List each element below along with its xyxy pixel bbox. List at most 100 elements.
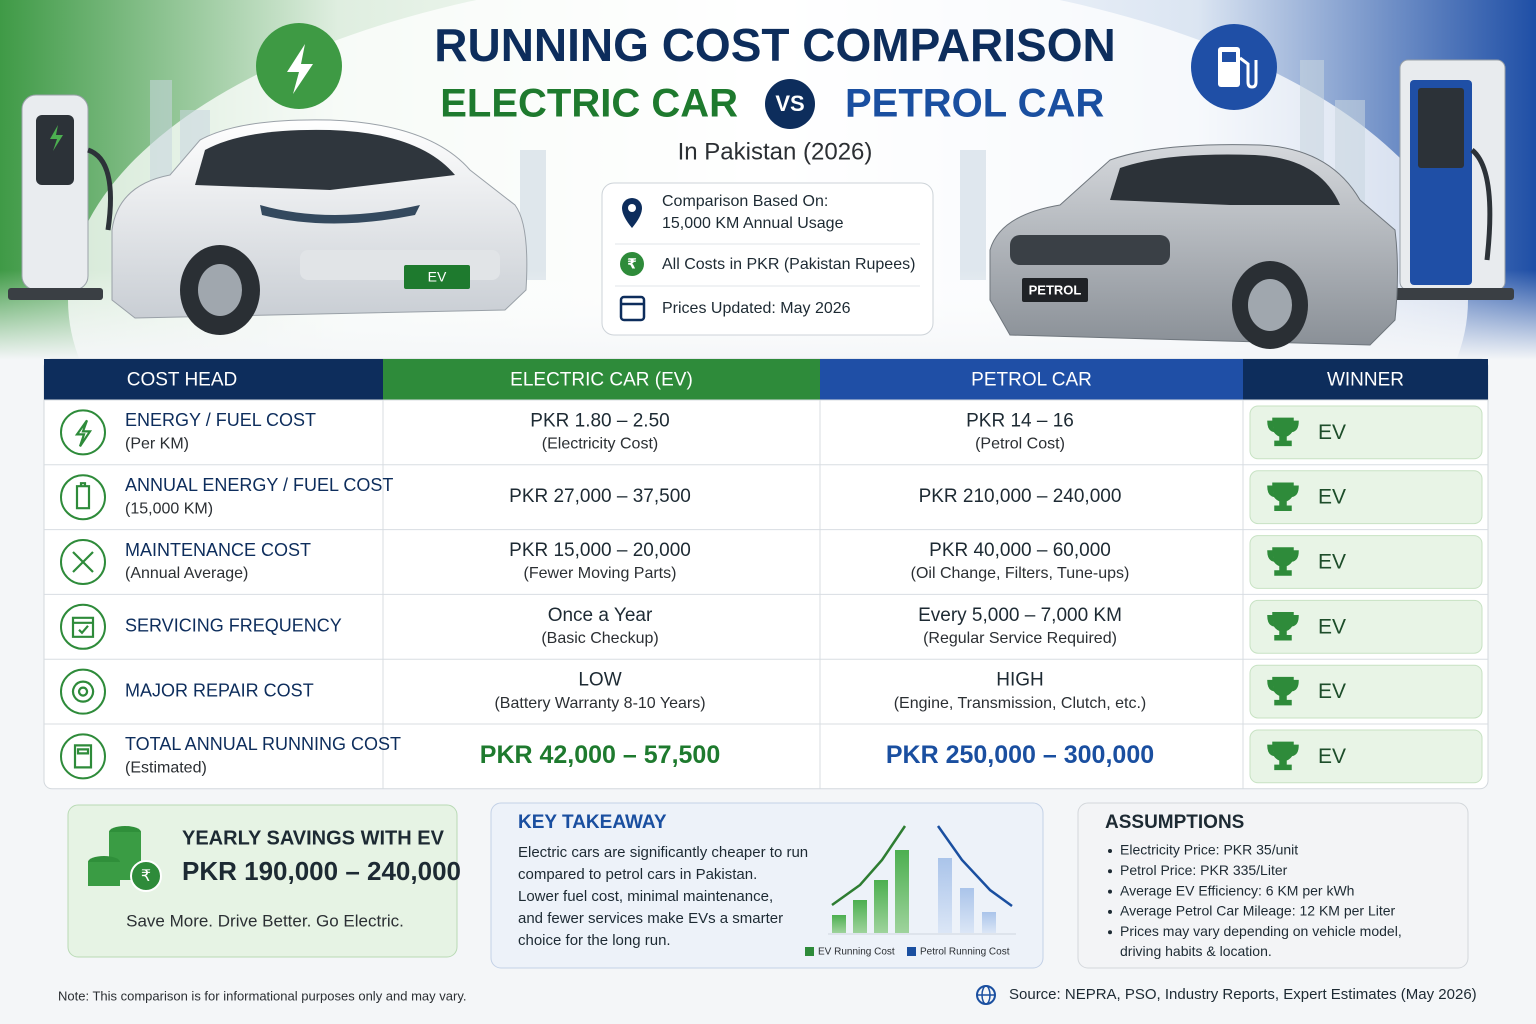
ev-note: (Fewer Moving Parts) bbox=[524, 565, 677, 582]
trophy-icon bbox=[1267, 741, 1299, 771]
takeaway-line: Lower fuel cost, minimal maintenance, bbox=[518, 888, 773, 905]
petrol-value: PKR 14 – 16 bbox=[966, 410, 1074, 431]
petrol-value: PKR 210,000 – 240,000 bbox=[919, 486, 1122, 507]
savings-amount: PKR 190,000 – 240,000 bbox=[182, 856, 461, 886]
column-header-bg bbox=[44, 359, 383, 400]
assumption: Electricity Price: PKR 35/unit bbox=[1120, 842, 1298, 858]
cost-head: TOTAL ANNUAL RUNNING COST bbox=[125, 734, 401, 754]
column-header-bg bbox=[1243, 359, 1488, 400]
ev-note: (Electricity Cost) bbox=[542, 436, 658, 453]
row-icon bbox=[60, 668, 106, 715]
row-icon bbox=[60, 733, 106, 780]
cost-head-sub: (Estimated) bbox=[125, 760, 207, 777]
cost-head-sub: (Per KM) bbox=[125, 436, 189, 453]
takeaway-line: Electric cars are significantly cheaper … bbox=[518, 844, 808, 861]
petrol-note: (Oil Change, Filters, Tune-ups) bbox=[911, 565, 1130, 582]
illustration-chart bbox=[805, 825, 1016, 956]
rupee-symbol: ₹ bbox=[627, 256, 637, 272]
petrol-note: (Engine, Transmission, Clutch, etc.) bbox=[894, 695, 1147, 712]
winner-badge bbox=[1249, 729, 1483, 784]
row-icon-glyph bbox=[74, 419, 93, 448]
savings-tagline: Save More. Drive Better. Go Electric. bbox=[126, 911, 404, 930]
ev-value: LOW bbox=[578, 670, 621, 691]
info-text: Prices Updated: May 2026 bbox=[662, 300, 851, 317]
ev-value: PKR 27,000 – 37,500 bbox=[509, 486, 691, 507]
assumptions-box: ASSUMPTIONS Electricity Price: PKR 35/un… bbox=[1077, 802, 1469, 969]
comparison-table: COST HEAD ELECTRIC CAR (EV) PETROL CAR WINN… bbox=[43, 358, 1489, 790]
info-box: ₹ Comparison Based On: 15,000 KM Annual U… bbox=[601, 182, 934, 336]
takeaway-line: compared to petrol cars in Pakistan. bbox=[518, 866, 757, 883]
winner: EV bbox=[1318, 486, 1346, 509]
takeaway-line: and fewer services make EVs a smarter bbox=[518, 910, 783, 927]
cost-head: ENERGY / FUEL COST bbox=[125, 410, 316, 430]
legend-ev: EV Running Cost bbox=[818, 947, 895, 958]
column-header: ELECTRIC CAR (EV) bbox=[510, 370, 693, 391]
row-icon bbox=[60, 474, 106, 521]
winner-badge bbox=[1249, 470, 1483, 525]
petrol-pump bbox=[1392, 59, 1514, 300]
petrol-value: Every 5,000 – 7,000 KM bbox=[918, 605, 1122, 626]
vs-label: VS bbox=[775, 91, 804, 116]
petrol-heading: PETROL CAR bbox=[845, 82, 1104, 126]
row-icon-glyph bbox=[71, 616, 95, 638]
svg-text:₹: ₹ bbox=[141, 868, 151, 885]
bullet bbox=[1108, 849, 1112, 853]
ev-note: (Basic Checkup) bbox=[541, 630, 658, 647]
cost-head: SERVICING FREQUENCY bbox=[125, 616, 342, 636]
assumption: Prices may vary depending on vehicle mod… bbox=[1120, 923, 1402, 939]
electric-icon bbox=[256, 23, 342, 109]
source: Source: NEPRA, PSO, Industry Reports, Ex… bbox=[1009, 986, 1477, 1003]
assumption: Average Petrol Car Mileage: 12 KM per Li… bbox=[1120, 903, 1396, 919]
winner: EV bbox=[1318, 551, 1346, 574]
bullet bbox=[1108, 889, 1112, 894]
calendar-icon bbox=[619, 295, 646, 322]
cost-head: MAJOR REPAIR COST bbox=[125, 680, 314, 700]
column-header: WINNER bbox=[1327, 370, 1404, 391]
cost-head-sub: (Annual Average) bbox=[125, 565, 248, 582]
column-header: PETROL CAR bbox=[971, 370, 1092, 391]
globe-icon bbox=[976, 985, 996, 1005]
ev-value: Once a Year bbox=[548, 605, 653, 626]
subtitle: In Pakistan (2026) bbox=[678, 138, 873, 165]
assumption: Petrol Price: PKR 335/Liter bbox=[1120, 862, 1288, 878]
row-icon-glyph bbox=[72, 551, 94, 573]
cost-head-sub: (15,000 KM) bbox=[125, 500, 213, 517]
trophy-icon bbox=[1267, 417, 1299, 447]
assumption: Average EV Efficiency: 6 KM per kWh bbox=[1120, 882, 1354, 898]
savings-title: YEARLY SAVINGS WITH EV bbox=[182, 827, 445, 849]
vs-circle bbox=[765, 79, 815, 129]
row-icon bbox=[60, 603, 106, 650]
ev-car: EV bbox=[111, 119, 528, 335]
info-text: Comparison Based On: bbox=[662, 193, 828, 210]
takeaway-title: KEY TAKEAWAY bbox=[518, 812, 667, 833]
trophy-icon bbox=[1267, 482, 1299, 511]
rupee-icon bbox=[620, 252, 644, 276]
coins-icon: ₹ bbox=[88, 826, 162, 892]
row-icon-glyph bbox=[73, 744, 93, 769]
location-icon bbox=[622, 198, 642, 228]
cost-head: MAINTENANCE COST bbox=[125, 540, 311, 560]
ev-badge: EV bbox=[428, 269, 447, 285]
takeaway-box: KEY TAKEAWAY EV Running Cost Petrol Runn… bbox=[490, 802, 1044, 969]
row-icon-glyph bbox=[71, 680, 95, 703]
trophy-icon bbox=[1267, 547, 1299, 576]
bullet bbox=[1108, 869, 1112, 874]
petrol-value: HIGH bbox=[996, 670, 1044, 691]
petrol-note: (Regular Service Required) bbox=[923, 630, 1117, 647]
winner-badge bbox=[1249, 405, 1483, 460]
petrol-value: PKR 250,000 – 300,000 bbox=[886, 741, 1154, 769]
bullet bbox=[1108, 909, 1112, 914]
winner: EV bbox=[1318, 745, 1346, 768]
ev-value: PKR 42,000 – 57,500 bbox=[480, 741, 720, 769]
info-text: All Costs in PKR (Pakistan Rupees) bbox=[662, 256, 915, 273]
petrol-badge: PETROL bbox=[1029, 282, 1082, 297]
winner-badge bbox=[1249, 599, 1483, 654]
row-icon-glyph bbox=[75, 482, 91, 510]
winner-badge bbox=[1249, 664, 1483, 719]
winner: EV bbox=[1318, 680, 1346, 703]
assumptions-title: ASSUMPTIONS bbox=[1105, 812, 1244, 833]
ev-value: PKR 1.80 – 2.50 bbox=[530, 410, 669, 431]
petrol-value: PKR 40,000 – 60,000 bbox=[929, 540, 1111, 561]
bullet bbox=[1108, 930, 1112, 935]
